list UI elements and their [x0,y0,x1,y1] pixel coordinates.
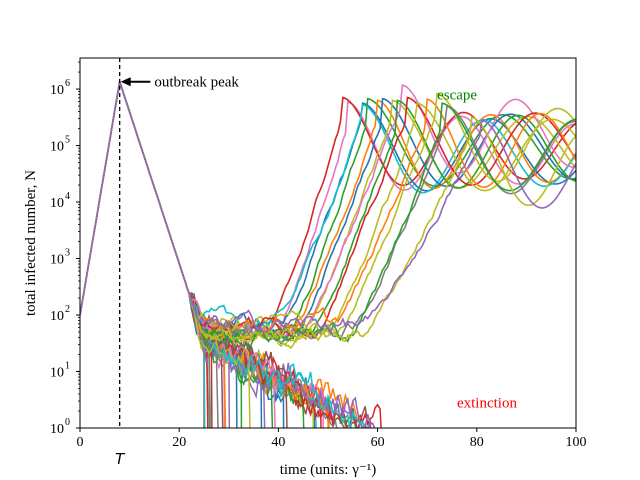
extinction-label: extinction [457,396,517,412]
y-tick-label: 10 [50,83,64,98]
peak-arrow-head [120,77,131,87]
outbreak-peak-label: outbreak peak [154,75,239,91]
x-tick-label: 0 [77,435,84,450]
extinction-series-line [80,81,238,428]
extinction-series-line [80,81,219,428]
x-tick-label: 60 [371,435,385,450]
extinction-series-line [80,81,315,428]
escape-series-line [80,81,576,329]
escape-series-line [80,81,576,335]
extinction-series-line [80,81,205,428]
y-tick-exponent: 5 [65,135,70,146]
y-tick-label: 10 [50,366,64,381]
extinction-series-line [80,81,205,428]
extinction-series-line [80,81,379,428]
reference-label-T: T [115,450,126,468]
extinction-series-line [80,81,288,428]
extinction-series-line [80,81,305,428]
y-tick-label: 10 [50,253,64,268]
outbreak-peak-annotation: outbreak peak [120,75,239,91]
extinction-series-line [80,81,209,428]
extinction-series-line [80,81,224,428]
y-tick-exponent: 3 [65,248,70,259]
extinction-series-line [80,81,211,428]
y-tick-exponent: 6 [65,78,70,89]
escape-series-line [80,81,576,334]
extinction-series-line [80,81,212,428]
extinction-series-line [80,81,322,428]
extinction-series-line [80,81,210,428]
escape-series-line [80,81,576,339]
y-tick-label: 10 [50,140,64,155]
escape-label: escape [437,88,477,104]
y-tick-exponent: 4 [65,191,70,202]
escape-series-line [80,81,576,331]
x-tick-label: 40 [271,435,285,450]
y-tick-label: 10 [50,196,64,211]
x-tick-label: 80 [470,435,484,450]
extinction-series-line [80,81,206,428]
y-tick-label: 10 [50,422,64,437]
axes-frame [79,57,577,429]
extinction-series-line [80,81,205,428]
x-tick-label: 20 [172,435,186,450]
y-tick-exponent: 2 [65,304,70,315]
x-tick-label: 100 [566,435,587,450]
extinction-series-line [80,81,263,428]
y-axis-label: total infected number, N [23,170,39,316]
escape-series-line [80,81,576,329]
extinction-series-line [80,81,274,428]
y-tick-exponent: 0 [65,417,70,428]
y-tick-exponent: 1 [65,361,70,372]
extinction-series-line [80,81,209,428]
series-layer [80,81,576,428]
y-tick-label: 10 [50,309,64,324]
extinction-series-line [80,81,213,428]
x-axis-label: time (units: γ⁻¹) [280,462,377,478]
